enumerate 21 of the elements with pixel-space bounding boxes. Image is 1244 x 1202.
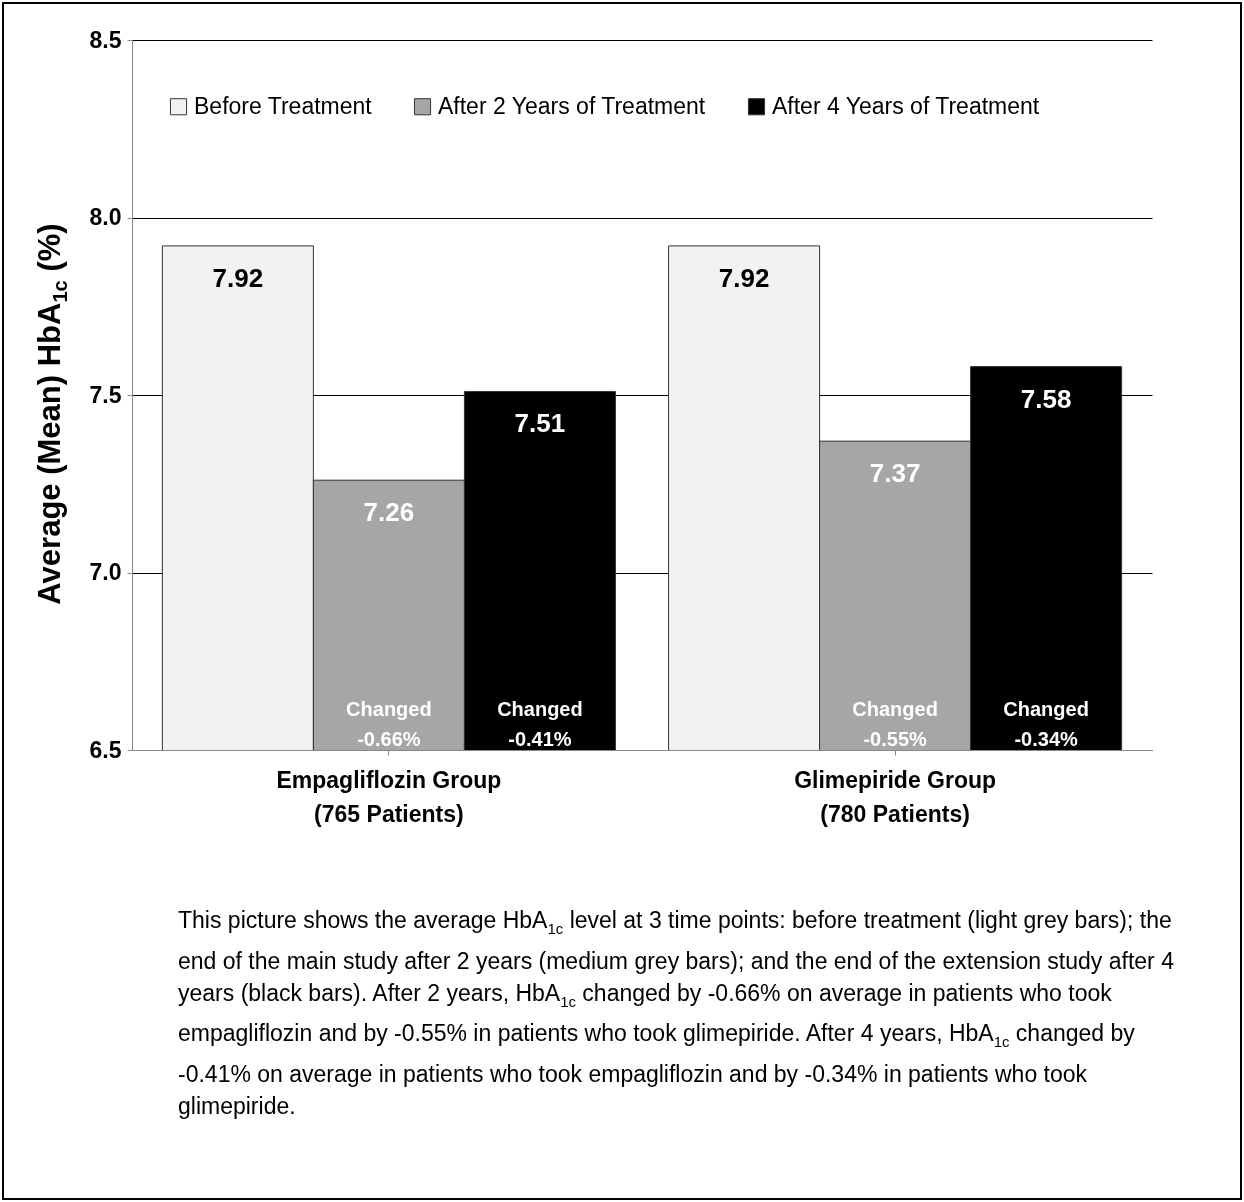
x-tick-label: Empagliflozin Group (765 Patients)	[276, 766, 502, 827]
y-tick-label: 6.5	[89, 736, 122, 763]
legend-label: After 2 Years of Treatment	[438, 92, 706, 119]
data-label: 7.51	[514, 408, 566, 439]
data-label: 7.26	[363, 497, 415, 528]
annotation: Changed -0.41%	[497, 698, 583, 750]
y-tick-label: 7.5	[89, 381, 122, 408]
x-tick-label: Glimepiride Group (780 Patients)	[794, 766, 997, 827]
annotation: Changed -0.34%	[1003, 698, 1089, 750]
y-tick-label: 8.0	[89, 204, 122, 230]
text: This picture shows the average HbA$_{1c}$ level at 3 time points: before treatment (light grey bars); the end of the main study after 2 years (medium grey bars); and the end of the extension study after 4 years (black bars). After 2 years, HbA$_{1c}$ changed by -0.66% on average in patients who took empagliflozin and by -0.55% in patients who took glimepiride. After 4 years, HbA$_{1c}$ changed by -0.41% on average in patients who took empagliflozin and by -0.34% in patients who took glimepiride.	[178, 907, 1174, 1119]
annotation: Changed -0.55%	[852, 698, 938, 750]
y-tick-label: 7.0	[89, 559, 122, 585]
y-tick-label: 8.5	[89, 26, 122, 53]
data-label: 7.58	[1020, 383, 1072, 414]
data-label: 7.92	[212, 262, 264, 293]
legend-label: Before Treatment	[194, 92, 373, 119]
legend-label: After 4 Years of Treatment	[772, 92, 1040, 119]
data-label: 7.37	[869, 458, 921, 489]
annotation: Changed -0.66%	[346, 698, 432, 750]
data-label: 7.92	[718, 262, 770, 293]
